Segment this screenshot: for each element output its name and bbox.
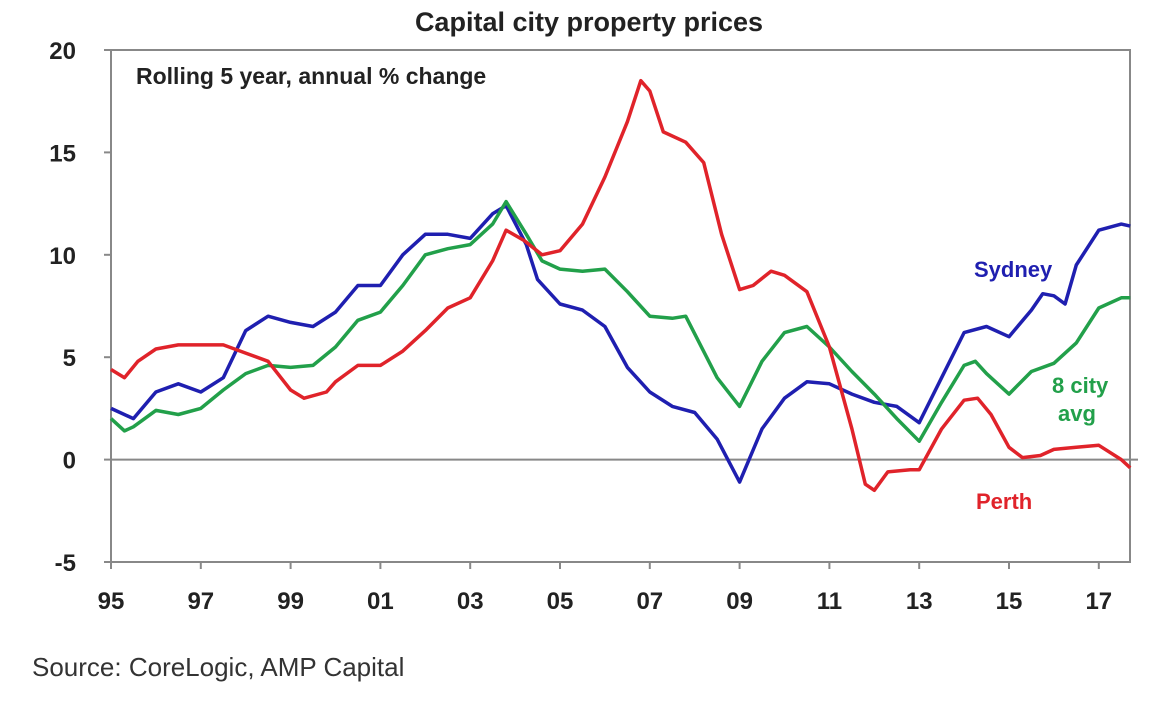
series-line-perth [110,78,1132,493]
x-tick-label: 01 [367,588,394,615]
chart-title: Capital city property prices [415,7,763,37]
x-tick-label: 99 [277,588,304,615]
y-tick-label: -5 [55,550,76,577]
x-tick-label: 05 [547,588,574,615]
y-tick-label: 5 [63,345,76,372]
x-tick-label: 11 [817,588,842,615]
x-tick-label: 07 [636,588,663,615]
series-line-8-city-avg [109,199,1131,443]
source-note: Source: CoreLogic, AMP Capital [32,652,404,682]
plot-frame [110,49,1131,563]
y-tick-label: 10 [49,243,76,270]
x-tick-label: 09 [726,588,753,615]
x-tick-label: 15 [996,588,1023,615]
x-tick-label: 03 [457,588,484,615]
series-line-sydney [110,203,1131,484]
series-label: Sydney [974,257,1053,282]
series-label: avg [1058,401,1096,426]
x-tick-label: 17 [1085,588,1112,615]
x-tick-label: 97 [187,588,214,615]
y-tick-label: 0 [63,448,76,475]
series-label: 8 city [1052,373,1109,398]
series-label: Perth [976,489,1032,514]
x-tick-label: 13 [906,588,933,615]
y-tick-label: 20 [49,38,76,65]
y-tick-label: 15 [49,140,76,167]
x-tick-label: 95 [98,588,125,615]
chart-subtitle: Rolling 5 year, annual % change [136,63,486,89]
